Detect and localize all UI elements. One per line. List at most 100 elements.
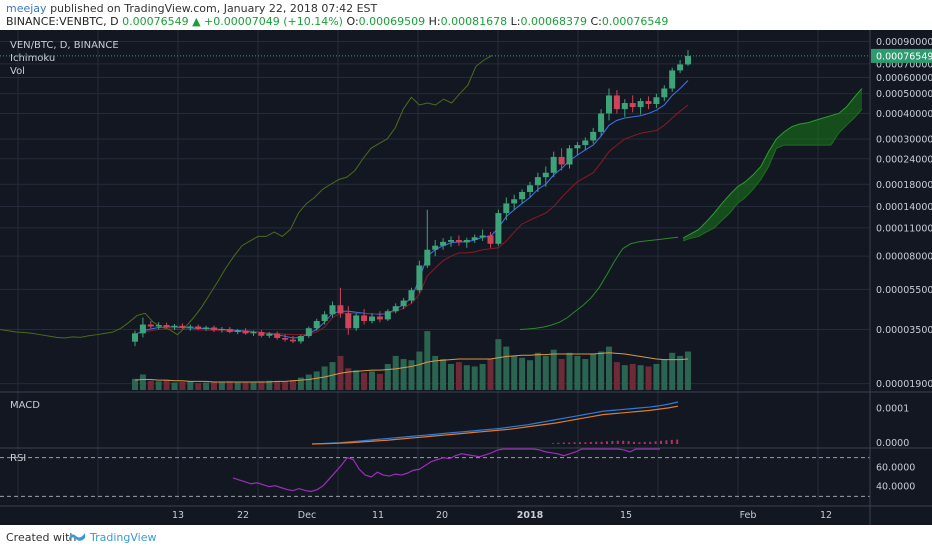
volume-bar: [250, 382, 257, 390]
candle-body: [163, 325, 170, 327]
rsi-pane: 60.0000 40.0000: [0, 448, 915, 497]
signal-line: [311, 405, 679, 445]
candle-body: [400, 300, 407, 307]
volume-bar: [400, 359, 407, 390]
chikou-line: [0, 54, 493, 339]
up-arrow-icon: ▲: [192, 15, 201, 28]
close-value: 0.00076549: [601, 15, 669, 28]
time-tick-label: 11: [372, 510, 384, 521]
candle-body: [203, 327, 210, 329]
macd-histogram-bar: [654, 441, 657, 444]
time-tick-label: Dec: [298, 510, 316, 521]
candle-body: [463, 239, 470, 243]
volume-bar: [345, 368, 352, 390]
author-link[interactable]: meejay: [6, 2, 47, 15]
volume-bar: [645, 366, 652, 390]
macd-histogram-bar: [568, 442, 571, 444]
candle-body: [337, 305, 344, 314]
volume-bar: [621, 365, 628, 390]
candle-body: [519, 191, 526, 200]
volume-bar: [613, 362, 620, 390]
candle-body: [211, 327, 217, 330]
candle-body: [187, 326, 194, 328]
macd-histogram-bar: [622, 440, 625, 444]
volume-bar: [629, 363, 636, 390]
candle-body: [685, 55, 691, 65]
time-tick-label: 20: [436, 510, 448, 521]
candle-body: [408, 290, 415, 301]
volume-bar: [139, 374, 146, 390]
symbol-label: BINANCE:VENBTC, D: [6, 15, 119, 28]
volume-bar: [313, 371, 320, 390]
macd-histogram-bar: [584, 442, 587, 444]
vol-legend[interactable]: Vol: [10, 66, 25, 77]
macd-histogram-bar: [557, 442, 560, 444]
price-tick-label: 0.00003500: [876, 325, 932, 336]
rsi-tick-label: 40.0000: [876, 482, 915, 493]
macd-histogram-bar: [600, 441, 603, 444]
high-value: 0.00081678: [440, 15, 508, 28]
ichimoku-legend[interactable]: Ichimoku: [10, 53, 55, 64]
price-tick-label: 0.00060000: [876, 73, 932, 84]
volume-bar: [392, 355, 399, 390]
volume-bar: [487, 359, 494, 390]
change-value: +0.00007049 (+10.14%): [204, 15, 343, 28]
high-label: H:: [428, 15, 441, 28]
volume-bar: [534, 352, 541, 390]
time-tick-label: 15: [620, 510, 632, 521]
low-label: L:: [510, 15, 521, 28]
chart-background: [0, 30, 932, 525]
senkou-b-line: [682, 108, 863, 242]
candles: [132, 50, 691, 347]
candle-body: [598, 113, 605, 132]
volume-bar: [179, 381, 186, 390]
open-value: 0.00069509: [358, 15, 426, 28]
rsi-legend[interactable]: RSI: [10, 453, 26, 464]
candle-body: [305, 328, 312, 337]
macd-histogram-bar: [595, 441, 598, 444]
candle-body: [321, 314, 328, 322]
candle-body: [637, 101, 644, 108]
volume-bar: [369, 371, 375, 390]
candle-body: [661, 88, 668, 98]
candle-body: [677, 64, 684, 71]
time-tick-label: 2018: [517, 510, 544, 521]
rsi-tick-label: 60.0000: [876, 462, 915, 473]
volume-bar: [503, 346, 510, 390]
candle-body: [369, 316, 375, 322]
volume-bar: [479, 363, 486, 390]
candle-body: [645, 101, 652, 105]
macd-histogram-bar: [573, 442, 576, 444]
volume-bar: [408, 360, 415, 390]
time-tick-label: 12: [820, 510, 832, 521]
volume-bar: [203, 382, 210, 390]
footer: Created with TradingView: [0, 525, 932, 550]
volume-bar: [598, 351, 605, 390]
candle-body: [440, 241, 447, 246]
candle-body: [297, 336, 304, 342]
candle-body: [353, 315, 360, 329]
candle-body: [329, 305, 336, 315]
candle-body: [613, 95, 620, 110]
macd-histogram-bar: [552, 443, 554, 444]
volume-bars: [132, 331, 691, 390]
macd-legend[interactable]: MACD: [10, 400, 40, 411]
candle-body: [606, 95, 612, 114]
volume-bar: [234, 382, 241, 390]
macd-histogram-bar: [660, 440, 662, 444]
low-value: 0.00068379: [520, 15, 587, 28]
volume-bar: [274, 381, 281, 390]
senkou-a-line: [682, 88, 863, 239]
volume-bar: [266, 380, 273, 390]
tradingview-logo-icon: [69, 533, 85, 541]
volume-bar: [463, 365, 470, 390]
volume-bar: [542, 355, 549, 390]
publish-header: meejay published on TradingView.com, Jan…: [0, 0, 932, 30]
open-label: O:: [346, 15, 359, 28]
candle-body: [566, 148, 573, 165]
last-price-tag: [871, 48, 932, 63]
price-tick-label: 0.00090000: [876, 37, 932, 48]
tradingview-brand[interactable]: TradingView: [90, 531, 157, 544]
price-tick-label: 0.00014000: [876, 202, 932, 213]
